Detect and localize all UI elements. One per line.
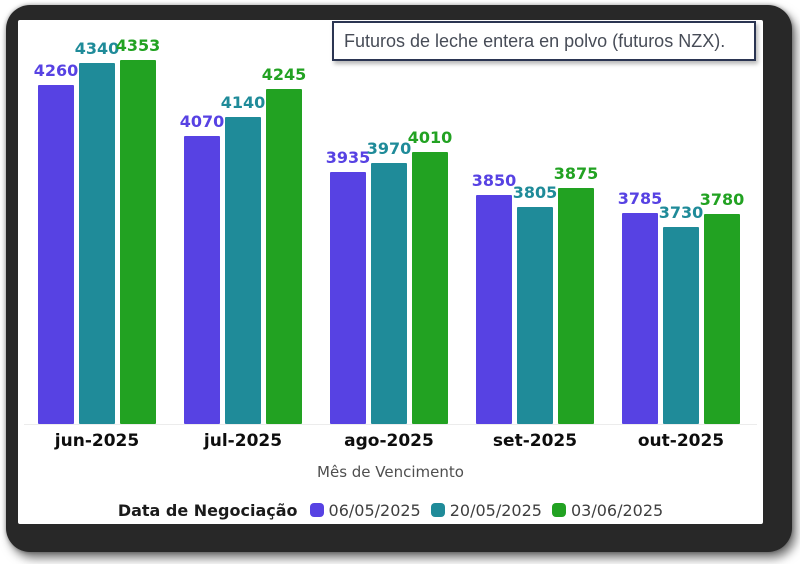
bar-out-2025-series1 [622, 213, 658, 424]
legend-label: 06/05/2025 [328, 500, 421, 520]
bar-value-label: 3780 [699, 190, 745, 209]
legend-item-3: 03/06/2025 [551, 500, 664, 520]
legend-item-1: 06/05/2025 [309, 500, 421, 520]
bar-jul-2025-series2 [225, 117, 261, 424]
dark-rounded-frame: Futuros de leche entera en polvo (futuro… [6, 5, 792, 552]
bar-value-label: 3805 [512, 183, 558, 202]
bar-value-label: 4260 [33, 61, 79, 80]
bar-set-2025-series3 [558, 188, 594, 424]
chart-title-box: Futuros de leche entera en polvo (futuro… [332, 21, 756, 61]
bar-jun-2025-series3 [120, 60, 156, 424]
bar-jun-2025-series1 [38, 85, 74, 424]
bar-value-label: 3730 [658, 203, 704, 222]
bar-value-label: 4340 [74, 39, 120, 58]
x-axis-line [24, 424, 757, 425]
bar-value-label: 4353 [115, 36, 161, 55]
bar-value-label: 3875 [553, 164, 599, 183]
legend-swatch-icon [309, 503, 324, 517]
bar-value-label: 3785 [617, 189, 663, 208]
legend-label: 20/05/2025 [449, 500, 542, 520]
bar-out-2025-series2 [663, 227, 699, 424]
bar-value-label: 4010 [407, 128, 453, 147]
x-tick-label-jun-2025: jun-2025 [54, 431, 140, 451]
bar-ago-2025-series3 [412, 152, 448, 424]
bar-out-2025-series3 [704, 214, 740, 424]
bar-chart-plot-area: 4260 4340 4353 jun-2025 4070 4140 4245 jul-2025… [18, 20, 763, 451]
legend-label: 03/06/2025 [570, 500, 664, 520]
legend-title: Data de Negociação [117, 500, 298, 520]
legend-swatch-icon [430, 503, 445, 517]
chart-legend: Data de Negociação 06/05/2025 20/05/2025 0… [18, 498, 763, 522]
x-tick-label-jul-2025: jul-2025 [203, 431, 283, 451]
bar-value-label: 4140 [220, 93, 266, 112]
bar-value-label: 3970 [366, 139, 412, 158]
bar-ago-2025-series2 [371, 163, 407, 424]
x-tick-label-ago-2025: ago-2025 [344, 431, 434, 451]
x-tick-label-out-2025: out-2025 [637, 431, 725, 451]
bar-set-2025-series1 [476, 195, 512, 424]
bar-jun-2025-series2 [79, 63, 115, 424]
bar-jul-2025-series3 [266, 89, 302, 424]
legend-item-2: 20/05/2025 [430, 500, 542, 520]
bar-ago-2025-series1 [330, 172, 366, 424]
chart-panel: Futuros de leche entera en polvo (futuro… [18, 20, 763, 524]
x-tick-label-set-2025: set-2025 [492, 431, 578, 451]
bar-jul-2025-series1 [184, 136, 220, 424]
bar-value-label: 4070 [179, 112, 225, 131]
bar-value-label: 3850 [471, 171, 517, 190]
legend-swatch-icon [551, 503, 566, 517]
bar-value-label: 3935 [325, 148, 371, 167]
bar-set-2025-series2 [517, 207, 553, 424]
x-axis-title: Mês de Vencimento [317, 463, 464, 481]
bar-value-label: 4245 [261, 65, 307, 84]
